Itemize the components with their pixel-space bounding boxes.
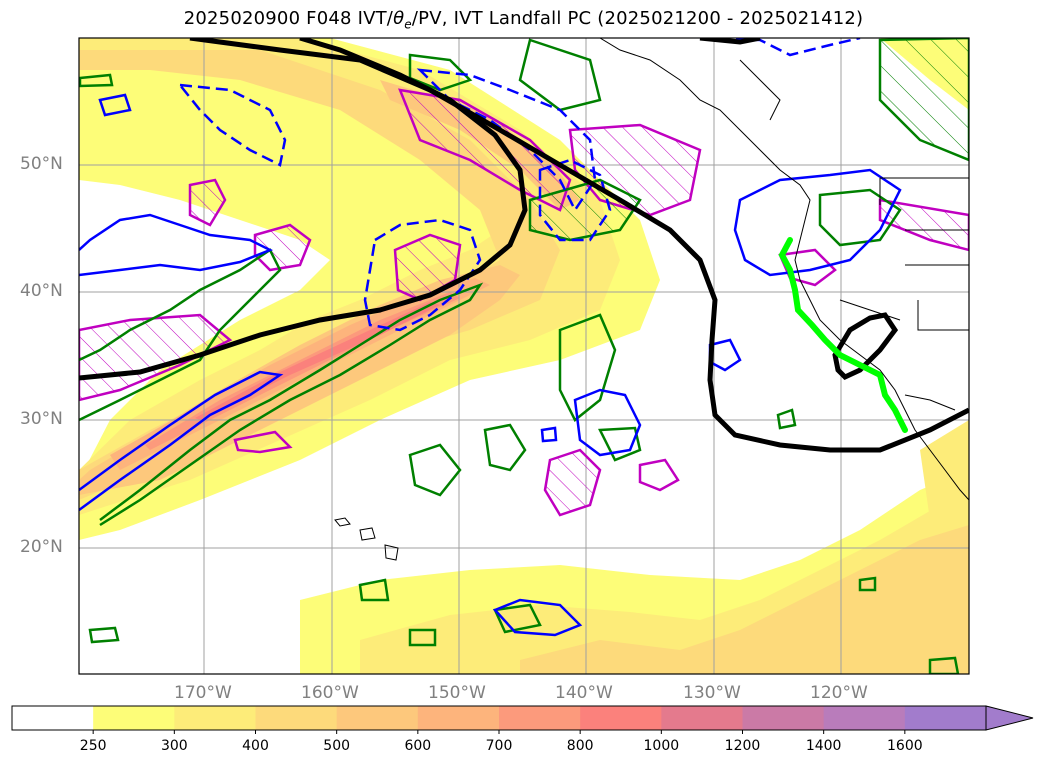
map-frame	[78, 37, 970, 675]
colorbar-tick-label: 800	[566, 738, 594, 754]
colorbar-cell	[174, 706, 256, 730]
colorbar-cell	[93, 706, 175, 730]
lon-label-140: 140°W	[555, 683, 613, 703]
colorbar-tick-label: 1200	[724, 738, 761, 754]
colorbar-tick-label: 700	[485, 738, 513, 754]
colorbar-cell	[742, 706, 825, 730]
colorbar-cell	[12, 706, 94, 730]
lat-label-40: 40°N	[20, 281, 63, 301]
blue-dashed-contours	[177, 38, 861, 332]
landfall-pc-line	[778, 237, 908, 433]
lat-label-50: 50°N	[20, 154, 63, 174]
lon-label-130: 130°W	[683, 683, 741, 703]
colorbar-tick-label: 500	[323, 738, 351, 754]
lon-label-160: 160°W	[301, 683, 359, 703]
colorbar-tick-label: 1400	[805, 738, 842, 754]
blue-contours	[79, 93, 902, 637]
colorbar-frame	[11, 705, 987, 731]
colorbar-cell	[499, 706, 581, 730]
colorbar-cell	[661, 706, 743, 730]
colorbar-cell	[417, 706, 500, 730]
colorbar-cell	[255, 706, 338, 730]
colorbar-tick-label: 400	[242, 738, 269, 754]
colorbar-tick-label: 1600	[887, 738, 923, 754]
colorbar-extend-arrow	[985, 705, 1034, 731]
colorbar-tick-label: 300	[160, 738, 188, 754]
colorbar-tick-label: 600	[404, 738, 432, 754]
colorbar-cell	[580, 706, 662, 730]
theta-contours	[79, 38, 969, 453]
lon-label-120: 120°W	[810, 683, 868, 703]
colorbar-cell	[904, 706, 987, 730]
colorbar-cell	[823, 706, 906, 730]
colorbar-tick-label: 250	[79, 738, 107, 754]
colorbar-tick-label: 1000	[643, 738, 680, 754]
lat-label-20: 20°N	[20, 537, 63, 557]
lon-label-150: 150°W	[428, 683, 486, 703]
figure-title: 2025020900 F048 IVT/θe/PV, IVT Landfall …	[183, 8, 864, 32]
coastlines	[334, 38, 969, 561]
colorbar-cell	[336, 706, 419, 730]
lon-label-170: 170°W	[174, 683, 232, 703]
lat-label-30: 30°N	[20, 409, 63, 429]
